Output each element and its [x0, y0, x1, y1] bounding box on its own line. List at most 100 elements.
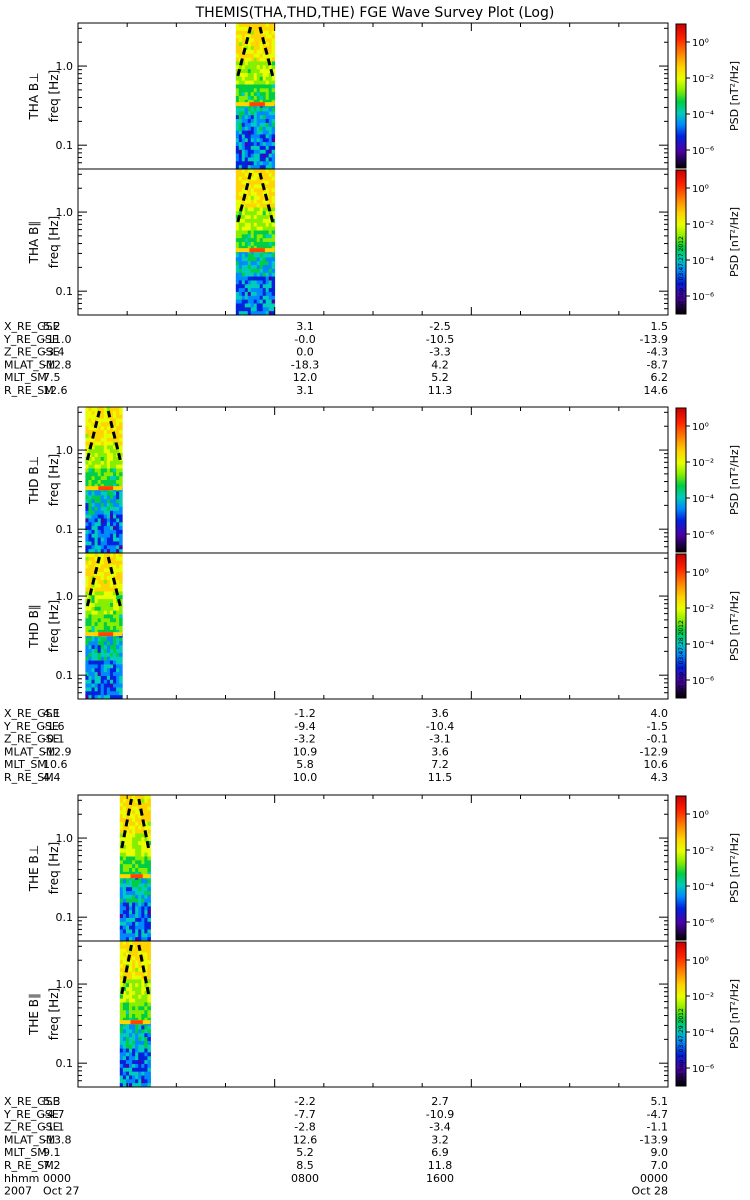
- spectrogram-cell: [259, 311, 264, 316]
- spectrogram-cell: [113, 660, 117, 665]
- spectrogram-cell: [91, 506, 95, 512]
- spectrogram-cell: [91, 514, 95, 519]
- spectrogram-cell: [88, 495, 92, 500]
- spectrogram-cell: [147, 1006, 151, 1011]
- spectrogram-cell: [144, 956, 148, 961]
- spectrogram-cell: [265, 276, 270, 281]
- spectrogram-cell: [262, 145, 267, 151]
- spectrogram-cell: [109, 545, 114, 550]
- spectrogram-cell: [129, 887, 133, 892]
- spectrogram-cell: [135, 1002, 139, 1007]
- spectrogram-cell: [129, 814, 133, 819]
- spectrogram-cell: [97, 453, 102, 458]
- spectrogram-cell: [100, 407, 105, 412]
- spectrogram-cell: [253, 188, 258, 193]
- spectrogram-cell: [119, 410, 123, 416]
- spectrogram-cell: [244, 207, 249, 212]
- spectrogram-cell: [247, 57, 252, 62]
- spectrogram-cell: [97, 545, 102, 550]
- spectrogram-cell: [138, 802, 142, 808]
- spectrogram-cell: [253, 126, 258, 132]
- spectrogram-cell: [141, 1017, 145, 1023]
- spectrogram-cell: [256, 107, 261, 112]
- spectrogram-cell: [129, 871, 133, 877]
- spectrogram-cell: [113, 522, 117, 527]
- spectrogram-cell: [244, 99, 249, 105]
- spectrogram-cell: [116, 541, 120, 546]
- spectrogram-cell: [113, 480, 117, 485]
- spectrogram-cell: [256, 199, 261, 205]
- spectrogram-cell: [265, 161, 270, 166]
- spectrogram-cell: [88, 602, 92, 608]
- spectrogram-cell: [132, 848, 136, 854]
- spectrogram-cell: [122, 1029, 127, 1034]
- spectrogram-cell: [119, 929, 124, 934]
- spectrogram-cell: [135, 1040, 139, 1046]
- spectrogram-cell: [144, 929, 148, 934]
- spectrogram-cell: [259, 234, 264, 239]
- spectrogram-cell: [129, 1071, 133, 1076]
- spectrogram-cell: [244, 111, 249, 116]
- spectrogram-cell: [147, 910, 151, 915]
- spectrogram-cell: [244, 180, 249, 185]
- spectrogram-cell: [241, 138, 246, 143]
- spectrogram-cell: [144, 1071, 148, 1076]
- ephemeris-value: 3.6: [431, 745, 449, 758]
- spectrogram-cell: [94, 695, 99, 700]
- spectrogram-cell: [138, 1075, 142, 1080]
- spectrogram-cell: [241, 80, 246, 85]
- ephemeris-label: MLAT_SM: [4, 745, 55, 758]
- spectrogram-cell: [256, 76, 261, 82]
- spectrogram-cell: [238, 188, 243, 193]
- spectrogram-cell: [235, 26, 240, 32]
- ephemeris-value: -0.1: [43, 733, 64, 746]
- spectrogram-cell: [262, 207, 267, 212]
- spectrogram-cell: [238, 268, 243, 274]
- spectrogram-cell: [113, 606, 117, 612]
- spectrogram-cell: [138, 933, 142, 938]
- spectrogram-cell: [132, 810, 136, 815]
- spectrogram-cell: [119, 660, 123, 665]
- spectrogram-cell: [138, 825, 142, 831]
- spectrogram-cell: [119, 1063, 124, 1069]
- spectrogram-cell: [100, 614, 105, 619]
- spectrogram-cell: [103, 595, 108, 600]
- spectrogram-cell: [241, 207, 246, 212]
- spectrogram-cell: [256, 284, 261, 289]
- spectrogram-cell: [132, 983, 136, 988]
- ephemeris-value: 12.0: [293, 371, 318, 384]
- spectrogram-cell: [138, 860, 142, 865]
- spectrogram-cell: [113, 460, 117, 466]
- spectrogram-cell: [265, 311, 270, 316]
- spectrogram-cell: [85, 560, 89, 566]
- spectrogram-cell: [94, 649, 99, 654]
- spectrogram-cell: [135, 879, 139, 884]
- spectrogram-cell: [132, 1063, 136, 1069]
- spectrogram-cell: [250, 165, 255, 170]
- spectrogram-cell: [94, 499, 99, 504]
- spectrogram-cell: [271, 107, 276, 112]
- spectrogram-cell: [125, 806, 130, 811]
- spectrogram-cell: [116, 468, 120, 473]
- spectrogram-cell: [262, 119, 267, 124]
- spectrogram: [235, 169, 276, 316]
- spectrogram-cell: [88, 522, 92, 527]
- spectrogram-cell: [141, 917, 145, 923]
- spectrogram-cell: [100, 503, 105, 508]
- spectrogram-cell: [244, 199, 249, 205]
- spectrogram-cell: [247, 157, 252, 162]
- spectrogram-cell: [106, 526, 111, 531]
- spectrogram-cell: [253, 180, 258, 185]
- spectrogram-cell: [125, 910, 130, 915]
- spectrogram-cell: [132, 1048, 136, 1053]
- spectrogram-cell: [129, 860, 133, 865]
- spectrogram-cell: [100, 556, 105, 562]
- spectrogram-cell: [103, 472, 108, 477]
- spectrogram-cell: [129, 898, 133, 904]
- spectrogram-cell: [132, 914, 136, 919]
- spectrogram-cell: [113, 483, 117, 489]
- spectrogram-cell: [268, 234, 273, 239]
- spectrogram-cell: [122, 948, 127, 954]
- spectrogram-cell: [97, 495, 102, 500]
